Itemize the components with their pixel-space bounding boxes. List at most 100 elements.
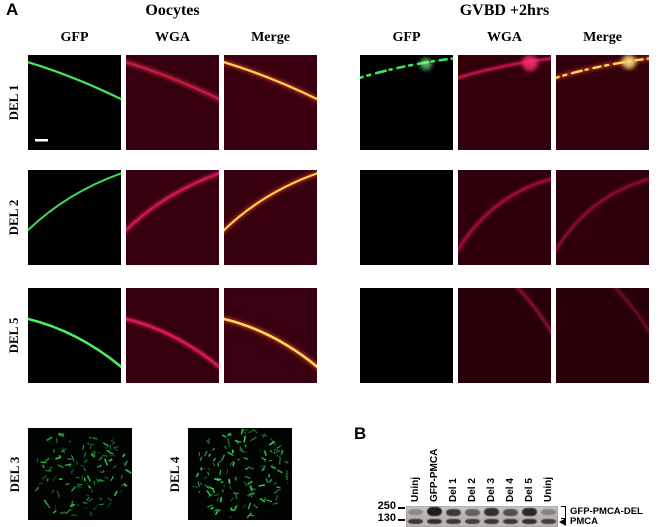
micrograph-del2-gvbd-wga: [458, 170, 551, 265]
micrograph-del2-gvbd-merge: [556, 170, 649, 265]
panel-a-label: A: [6, 0, 19, 19]
micrograph-del5-gvbd-wga: [458, 288, 551, 383]
bright-spot: [622, 55, 636, 69]
micrograph-del5-gvbd-gfp: [360, 288, 453, 383]
upper-band-lane-4: [484, 508, 499, 516]
pmca-band-lane-0: [408, 519, 423, 524]
upper-band-lane-7: [541, 509, 556, 515]
bracket-label: GFP-PMCA-DEL: [570, 506, 643, 517]
blot-lane-3: [463, 506, 482, 527]
micrograph-del1-oocytes-gfp: [28, 55, 121, 150]
micrograph-del2-gvbd-gfp-box: [360, 170, 453, 265]
channel-header-gvbd-gfp: GFP: [392, 30, 421, 45]
row-label-del1: DEL 1: [5, 84, 21, 121]
blot-lane-0: [406, 506, 425, 527]
micrograph-del1-oocytes-wga-box: [126, 55, 219, 150]
bright-spot: [420, 58, 432, 70]
micrograph-del1-gvbd-wga-box: [458, 55, 551, 150]
channel-header-gvbd-merge: Merge: [583, 30, 622, 45]
lane-label-2: Del 1: [447, 478, 459, 502]
micrograph-del5-gvbd-gfp-box: [360, 288, 453, 383]
lane-label-4: Del 3: [485, 478, 497, 502]
pmca-band-lane-6: [522, 519, 537, 524]
micrograph-del4-gfp: [188, 428, 292, 520]
upper-band-lane-5: [503, 509, 518, 516]
marker-130: 130: [377, 512, 396, 524]
lane-label-5: Del 4: [504, 478, 516, 502]
micrograph-del2-gvbd-gfp: [360, 170, 453, 265]
marker-250: 250: [377, 500, 396, 512]
pmca-band-lane-2: [446, 519, 461, 524]
micrograph-del5-gvbd-wga-box: [458, 288, 551, 383]
upper-band-lane-0: [408, 509, 423, 515]
micrograph-del3-gfp-box: [28, 428, 132, 520]
micrograph-del2-oocytes-merge-box: [224, 170, 317, 265]
row-label-del3: DEL 3: [6, 456, 22, 492]
lane-label-1: GFP-PMCA: [428, 448, 440, 502]
micrograph-del1-gvbd-merge: [556, 55, 649, 150]
blot-lane-5: [501, 506, 520, 527]
micrograph-del1-gvbd-gfp-box: [360, 55, 453, 150]
lane-label-6: Del 5: [523, 478, 535, 502]
micrograph-del1-oocytes-gfp-box: [28, 55, 121, 150]
micrograph-del1-oocytes-merge: [224, 55, 317, 150]
pmca-label: PMCA: [570, 516, 598, 527]
row-label-del5: DEL 5: [5, 317, 21, 354]
blot-lane-1: [425, 506, 444, 527]
micrograph-del1-oocytes-merge-box: [224, 55, 317, 150]
panel-b-label: B: [354, 424, 367, 443]
micrograph-del3-gfp: [28, 428, 132, 520]
micrograph-del5-oocytes-merge-box: [224, 288, 317, 383]
pmca-band-lane-5: [503, 519, 518, 524]
micrograph-del2-gvbd-wga-box: [458, 170, 551, 265]
marker-130-tick: [398, 519, 405, 521]
micrograph-del2-oocytes-wga-box: [126, 170, 219, 265]
pmca-band-lane-4: [484, 519, 499, 524]
blot-lane-7: [539, 506, 558, 527]
upper-band-lane-1: [427, 507, 442, 516]
lane-label-7: Uninj: [542, 477, 554, 502]
scale-bar: [35, 139, 48, 142]
micrograph-del2-oocytes-gfp-box: [28, 170, 121, 265]
micrograph-del5-oocytes-gfp-box: [28, 288, 121, 383]
row-label-del2: DEL 2: [5, 199, 21, 236]
micrograph-del1-oocytes-wga: [126, 55, 219, 150]
group-title-gvbd: GVBD +2hrs: [459, 2, 550, 19]
micrograph-del5-oocytes-merge: [224, 288, 317, 383]
pmca-band-lane-3: [465, 519, 480, 524]
blot-lane-4: [482, 506, 501, 527]
upper-band-lane-3: [465, 509, 480, 516]
micrograph-del2-oocytes-gfp: [28, 170, 121, 265]
pmca-band-lane-1: [427, 519, 442, 524]
micrograph-del2-gvbd-merge-box: [556, 170, 649, 265]
micrograph-del4-gfp-box: [188, 428, 292, 520]
pmca-arrow-icon: [559, 518, 566, 526]
micrograph-del5-oocytes-wga: [126, 288, 219, 383]
micrograph-del5-oocytes-gfp: [28, 288, 121, 383]
channel-header-oocytes-wga: WGA: [155, 30, 190, 45]
upper-band-lane-2: [446, 509, 461, 516]
upper-band-lane-6: [522, 508, 537, 516]
blot-lane-6: [520, 506, 539, 527]
micrograph-del5-oocytes-wga-box: [126, 288, 219, 383]
micrograph-del1-gvbd-wga: [458, 55, 551, 150]
micrograph-del2-oocytes-wga: [126, 170, 219, 265]
row-label-del4: DEL 4: [166, 456, 182, 492]
micrograph-del5-gvbd-merge-box: [556, 288, 649, 383]
blot-lane-2: [444, 506, 463, 527]
bright-spot: [522, 55, 538, 71]
group-title-oocytes: Oocytes: [145, 2, 200, 19]
channel-header-gvbd-wga: WGA: [487, 30, 522, 45]
pmca-band-lane-7: [541, 519, 556, 524]
micrograph-del1-gvbd-merge-box: [556, 55, 649, 150]
channel-header-oocytes-merge: Merge: [251, 30, 290, 45]
lane-label-3: Del 2: [466, 478, 478, 502]
micrograph-del1-gvbd-gfp: [360, 55, 453, 150]
micrograph-del5-gvbd-merge: [556, 288, 649, 383]
western-blot: [406, 506, 558, 527]
marker-250-tick: [398, 507, 405, 509]
micrograph-del2-oocytes-merge: [224, 170, 317, 265]
channel-header-oocytes-gfp: GFP: [60, 30, 89, 45]
lane-label-0: Uninj: [409, 477, 421, 502]
